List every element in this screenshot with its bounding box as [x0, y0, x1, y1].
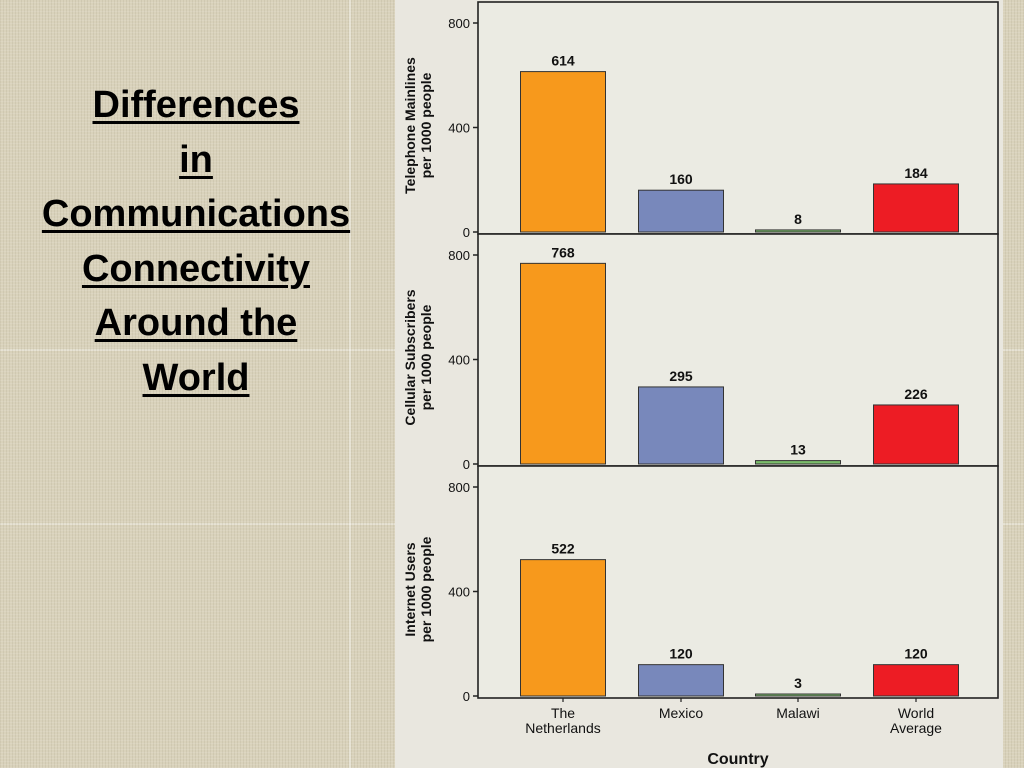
bar [520, 559, 606, 697]
bar-value-label: 614 [551, 53, 575, 69]
bar [873, 664, 959, 697]
y-tick-label: 400 [448, 121, 470, 136]
y-axis-label: Telephone Mainlinesper 1000 people [402, 57, 434, 194]
bar [638, 664, 724, 697]
y-tick-label: 0 [463, 457, 470, 472]
x-tick-label: Malawi [776, 705, 820, 721]
y-tick-label: 800 [448, 480, 470, 495]
y-tick-label: 0 [463, 225, 470, 240]
x-axis-label: Country [707, 751, 768, 768]
bar-value-label: 226 [904, 386, 928, 402]
y-tick-label: 800 [448, 248, 470, 263]
bar-value-label: 8 [794, 211, 802, 227]
bar-value-label: 13 [790, 442, 806, 458]
title-line: Around the [94, 302, 298, 344]
bar [755, 693, 841, 697]
y-tick-label: 800 [448, 16, 470, 31]
bar [638, 189, 724, 233]
bar-value-label: 184 [904, 165, 928, 181]
title-line: Connectivity [81, 247, 311, 290]
title-line: in [179, 138, 213, 181]
bar-value-label: 3 [794, 675, 802, 691]
bar-value-label: 768 [551, 244, 575, 260]
chart-panel: 0 400 800 Telephone Mainlinesper 1000 peopl… [395, 0, 1003, 768]
slide-title: Differences in Communications Connectivi… [0, 78, 392, 405]
y-tick-label: 0 [463, 689, 470, 704]
y-tick-label: 400 [448, 353, 470, 368]
bar [755, 229, 841, 233]
bar-value-label: 120 [669, 646, 693, 662]
bar-value-label: 295 [669, 368, 693, 384]
bar-value-label: 120 [904, 646, 928, 662]
title-line: Differences [92, 84, 300, 126]
bar [873, 183, 959, 233]
bar [638, 386, 724, 465]
x-tick-label: The Netherlands [525, 705, 601, 736]
bar-value-label: 160 [669, 171, 693, 187]
x-tick-label: World Average [890, 705, 942, 736]
bar [873, 404, 959, 465]
bar [520, 71, 606, 233]
bar [755, 460, 841, 465]
bar [520, 262, 606, 465]
title-line: Communications [41, 193, 351, 235]
title-line: World [142, 356, 250, 399]
bar-value-label: 522 [551, 541, 575, 557]
y-axis-label: Cellular Subscribersper 1000 people [402, 289, 434, 425]
y-axis-label: Internet Usersper 1000 people [402, 536, 434, 642]
y-tick-label: 400 [448, 585, 470, 600]
x-tick-label: Mexico [659, 705, 704, 721]
